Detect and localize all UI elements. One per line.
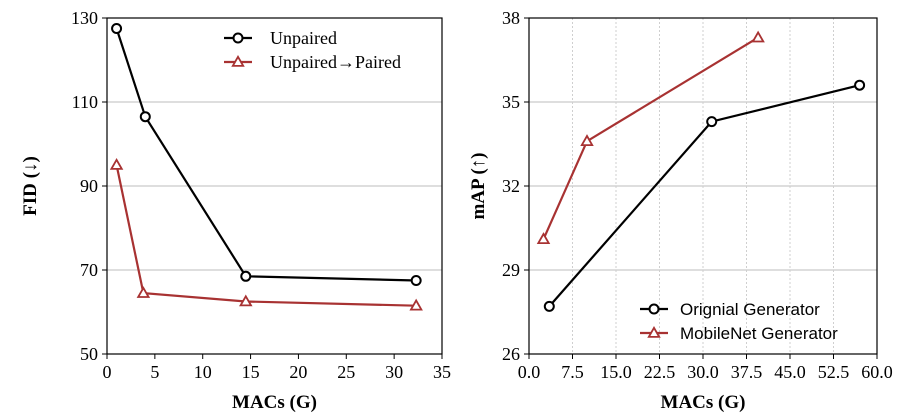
x-tick-label: 15 — [242, 362, 260, 382]
x-tick-label: 30.0 — [687, 362, 719, 382]
plot-frame — [106, 17, 443, 355]
triangle-marker — [109, 157, 124, 170]
x-tick-label: 7.5 — [561, 362, 584, 382]
x-tick-label: 37.5 — [731, 362, 763, 382]
chart-panel-1: 50 70 90 110 130 0 5 10 15 20 25 30 35 MACs (G) FID (↓… — [20, 8, 451, 413]
circle-marker — [410, 275, 422, 286]
x-tick-label: 35 — [433, 362, 451, 382]
x-tick-label: 30 — [385, 362, 403, 382]
y-tick-label: 50 — [80, 344, 98, 364]
plot-frame — [528, 17, 878, 355]
x-tick-label: 52.5 — [818, 362, 850, 382]
circle-marker — [240, 270, 252, 282]
y-tick-label: 70 — [80, 260, 98, 280]
y-tick-label: 110 — [72, 92, 98, 112]
series-line-2 — [115, 164, 417, 307]
x-tick-label: 25 — [337, 362, 355, 382]
x-tick-label: 20 — [289, 362, 307, 382]
y-axis-label: mAP (↑) — [468, 152, 489, 219]
triangle-marker — [580, 134, 594, 147]
circle-marker — [543, 300, 555, 312]
y-axis-label: FID (↓) — [20, 156, 41, 216]
triangle-marker — [536, 232, 551, 245]
legend-label: Unpaired — [270, 28, 337, 48]
triangle-marker — [409, 298, 423, 311]
circle-marker — [139, 111, 151, 123]
legend-label: MobileNet Generator — [680, 324, 838, 343]
x-tick-label: 22.5 — [644, 362, 676, 382]
x-tick-label: 15.0 — [600, 362, 632, 382]
triangle-marker — [231, 54, 245, 67]
y-tick-label: 130 — [71, 8, 98, 28]
circle-marker — [706, 116, 718, 128]
x-tick-label: 45.0 — [774, 362, 806, 382]
x-tick-label: 0.0 — [518, 362, 541, 382]
circle-marker — [232, 32, 244, 44]
x-tick-label: 5 — [150, 362, 159, 382]
y-tick-label: 35 — [502, 92, 520, 112]
chart-panel-2: 26 29 32 35 38 0.0 7.5 15.0 22.5 30.0 37.5 45.0 52.5… — [468, 8, 893, 413]
x-axis-label: MACs (G) — [661, 392, 746, 413]
y-tick-label: 26 — [502, 344, 520, 364]
x-tick-label: 60.0 — [861, 362, 893, 382]
triangle-marker — [647, 325, 661, 338]
y-tick-label: 32 — [502, 176, 520, 196]
circle-marker — [648, 303, 660, 315]
series-line-1 — [548, 84, 860, 308]
triangle-marker — [136, 286, 151, 298]
y-tick-label: 38 — [502, 8, 520, 28]
circle-marker — [111, 23, 123, 34]
triangle-marker — [751, 30, 765, 43]
x-tick-label: 10 — [194, 362, 212, 382]
x-tick-label: 0 — [103, 362, 112, 382]
x-axis-label: MACs (G) — [232, 392, 317, 413]
series-line-2 — [542, 36, 759, 240]
triangle-marker — [239, 294, 253, 307]
series-line-1 — [115, 28, 417, 282]
legend-label: Unpaired→Paired — [270, 52, 401, 72]
y-tick-label: 90 — [80, 176, 98, 196]
legend-label: Orignial Generator — [680, 300, 820, 319]
y-tick-label: 29 — [502, 260, 520, 280]
circle-marker — [854, 79, 866, 91]
